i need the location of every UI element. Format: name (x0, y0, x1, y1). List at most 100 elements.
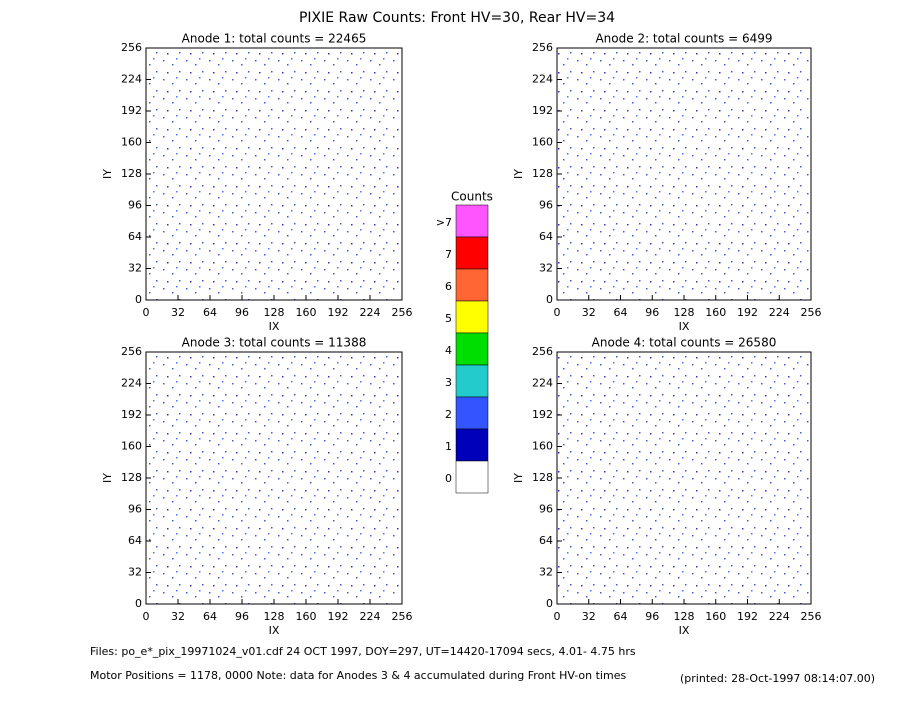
colorbar-swatch (455, 332, 489, 366)
x-tick-label: 96 (235, 610, 249, 623)
colorbar-label: 2 (445, 408, 452, 421)
x-tick-label: 256 (801, 610, 822, 623)
footer-motor: Motor Positions = 1178, 0000 Note: data … (90, 669, 626, 682)
y-tick-label: 160 (532, 136, 553, 149)
panel-title: Anode 2: total counts = 6499 (595, 32, 772, 46)
y-tick-label: 256 (121, 41, 142, 54)
y-tick-label: 32 (539, 566, 553, 579)
x-tick-label: 64 (203, 610, 217, 623)
colorbar-label: >7 (436, 216, 452, 229)
x-tick-label: 32 (582, 610, 596, 623)
x-tick-label: 0 (143, 610, 150, 623)
x-tick-label: 96 (235, 306, 249, 319)
y-axis-label: IY (101, 169, 114, 179)
y-axis-label: IY (512, 473, 525, 483)
y-tick-label: 192 (532, 104, 553, 117)
page-title: PIXIE Raw Counts: Front HV=30, Rear HV=3… (299, 10, 615, 26)
x-tick-label: 0 (554, 610, 561, 623)
y-tick-label: 64 (128, 230, 142, 243)
plot-area (557, 352, 811, 604)
y-tick-label: 128 (532, 471, 553, 484)
colorbar-swatch (455, 300, 489, 334)
y-tick-label: 160 (532, 440, 553, 453)
x-tick-label: 160 (705, 610, 726, 623)
x-tick-label: 160 (296, 610, 317, 623)
y-tick-label: 224 (532, 73, 553, 86)
x-tick-label: 224 (769, 306, 790, 319)
x-tick-label: 192 (737, 306, 758, 319)
y-tick-label: 64 (539, 230, 553, 243)
colorbar-swatch (455, 460, 489, 494)
x-tick-label: 128 (264, 610, 285, 623)
footer-printed: (printed: 28-Oct-1997 08:14:07.00) (680, 672, 875, 685)
x-tick-label: 192 (328, 610, 349, 623)
y-tick-label: 128 (532, 167, 553, 180)
x-tick-label: 256 (392, 610, 413, 623)
y-tick-label: 224 (121, 73, 142, 86)
colorbar-title: Counts (451, 190, 493, 204)
y-tick-label: 96 (128, 503, 142, 516)
panel-title: Anode 3: total counts = 11388 (182, 336, 367, 350)
x-tick-label: 64 (614, 610, 628, 623)
x-tick-label: 128 (674, 610, 695, 623)
colorbar-label: 5 (445, 312, 452, 325)
colorbar-swatch (455, 268, 489, 302)
y-tick-label: 96 (539, 199, 553, 212)
colorbar-label: 1 (445, 440, 452, 453)
y-tick-label: 0 (135, 293, 142, 306)
y-tick-label: 224 (532, 377, 553, 390)
x-tick-label: 224 (769, 610, 790, 623)
y-tick-label: 0 (546, 293, 553, 306)
plot-area (557, 48, 811, 300)
y-tick-label: 32 (128, 566, 142, 579)
x-tick-label: 256 (392, 306, 413, 319)
y-tick-label: 256 (121, 345, 142, 358)
x-tick-label: 32 (582, 306, 596, 319)
y-tick-label: 96 (539, 503, 553, 516)
plot-area (146, 352, 402, 604)
x-tick-label: 224 (360, 610, 381, 623)
footer-files: Files: po_e*_pix_19971024_v01.cdf 24 OCT… (90, 645, 636, 658)
y-axis-label: IY (512, 169, 525, 179)
y-tick-label: 0 (135, 597, 142, 610)
x-tick-label: 64 (614, 306, 628, 319)
y-tick-label: 32 (539, 262, 553, 275)
y-tick-label: 224 (121, 377, 142, 390)
y-tick-label: 192 (532, 408, 553, 421)
x-tick-label: 128 (674, 306, 695, 319)
x-axis-label: IX (269, 624, 280, 637)
y-tick-label: 32 (128, 262, 142, 275)
x-tick-label: 224 (360, 306, 381, 319)
x-tick-label: 96 (645, 610, 659, 623)
colorbar-swatch (455, 236, 489, 270)
x-axis-label: IX (679, 624, 690, 637)
x-tick-label: 256 (801, 306, 822, 319)
y-axis-label: IY (101, 473, 114, 483)
colorbar-label: 3 (445, 376, 452, 389)
plot-area (146, 48, 402, 300)
y-tick-label: 128 (121, 167, 142, 180)
x-axis-label: IX (679, 320, 690, 333)
y-tick-label: 128 (121, 471, 142, 484)
x-tick-label: 0 (143, 306, 150, 319)
x-tick-label: 0 (554, 306, 561, 319)
colorbar-swatch (455, 396, 489, 430)
colorbar-swatch (455, 364, 489, 398)
colorbar-label: 6 (445, 280, 452, 293)
colorbar-swatch (455, 428, 489, 462)
x-tick-label: 192 (328, 306, 349, 319)
x-tick-label: 32 (171, 306, 185, 319)
x-tick-label: 160 (705, 306, 726, 319)
y-tick-label: 256 (532, 41, 553, 54)
panel-title: Anode 1: total counts = 22465 (182, 32, 367, 46)
x-axis-label: IX (269, 320, 280, 333)
x-tick-label: 128 (264, 306, 285, 319)
x-tick-label: 32 (171, 610, 185, 623)
y-tick-label: 160 (121, 136, 142, 149)
colorbar-label: 7 (445, 248, 452, 261)
y-tick-label: 64 (539, 534, 553, 547)
x-tick-label: 96 (645, 306, 659, 319)
colorbar-label: 4 (445, 344, 452, 357)
x-tick-label: 160 (296, 306, 317, 319)
colorbar-label: 0 (445, 472, 452, 485)
